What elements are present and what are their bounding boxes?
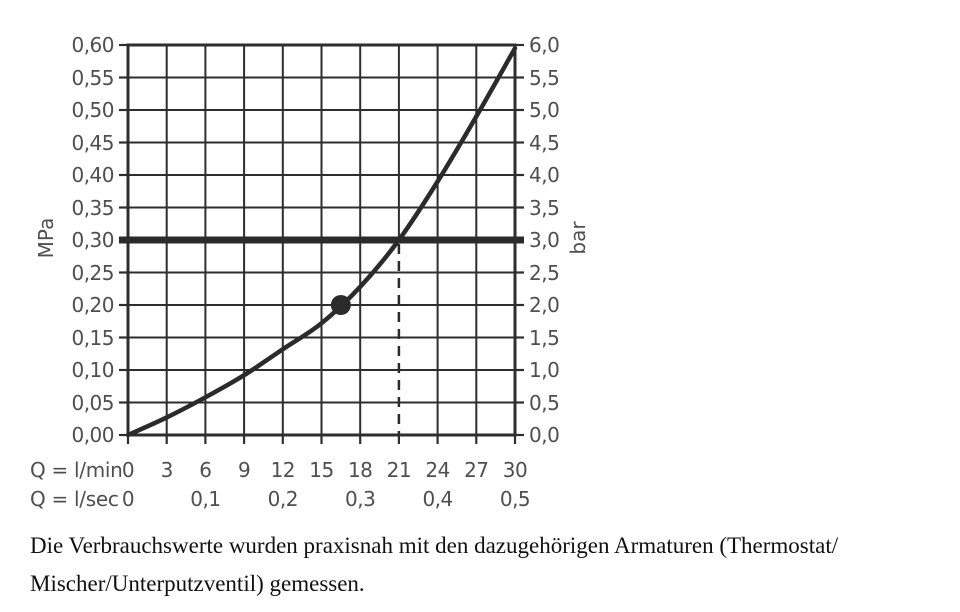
y-left-tick-label: 0,30	[71, 228, 114, 252]
y-right-tick-label: 1,0	[529, 358, 560, 382]
y-left-tick-label: 0,25	[71, 260, 114, 285]
y-right-tick-label: 3,5	[529, 195, 560, 220]
flow-pressure-curve	[125, 46, 518, 438]
x-lsec-tick-label: 0,2	[267, 487, 299, 511]
x-lsec-tick-label: 0	[121, 487, 135, 511]
y-right-tick-label: 2,5	[529, 260, 560, 285]
flow-rate-chart: 0,60 0,55 0,50 0,45 0,40 0,35 0,30 0,25 0,20 0,15…	[30, 33, 590, 511]
y-right-tick-label: 0,0	[529, 423, 560, 447]
x-axis-secondary-label: Q = l/sec	[30, 487, 119, 511]
x-lmin-tick-label: 21	[386, 458, 412, 482]
y-left-tick-label: 0,55	[71, 65, 114, 90]
y-right-tick-label: 3,0	[529, 228, 560, 252]
x-lmin-tick-label: 30	[502, 458, 528, 482]
y-right-tick-label: 4,0	[529, 163, 560, 187]
y-left-tick-label: 0,05	[71, 390, 114, 415]
x-lmin-tick-label: 0	[121, 458, 135, 482]
x-lmin-tick-label: 27	[464, 458, 489, 482]
y-right-tick-label: 4,5	[529, 130, 560, 155]
caption-line-2: Mischer/Unterputzventil) gemessen.	[30, 571, 365, 596]
chart-canvas	[119, 43, 524, 444]
y-right-tick-label: 2,0	[529, 293, 560, 317]
caption: Die Verbrauchswerte wurden praxisnah mit…	[30, 527, 945, 603]
x-lsec-tick-label: 0,4	[422, 487, 453, 511]
y-left-tick-label: 0,45	[71, 130, 114, 155]
y-right-tick-label: 5,5	[529, 65, 560, 90]
y-left-tick-label: 0,35	[71, 195, 114, 220]
x-lmin-tick-label: 3	[160, 458, 174, 482]
x-lsec-tick-label: 0,3	[345, 487, 376, 511]
y-left-tick-label: 0,10	[71, 358, 114, 382]
y-left-tick-label: 0,20	[71, 293, 114, 317]
y-right-tick-label: 6,0	[529, 33, 560, 57]
y-right-tick-label: 0,5	[529, 390, 560, 415]
x-lsec-tick-label: 0,1	[190, 487, 221, 511]
y-right-tick-label: 1,5	[529, 325, 560, 350]
y-left-tick-label: 0,40	[71, 163, 114, 187]
data-point-marker	[330, 295, 351, 315]
x-lmin-tick-label: 6	[199, 458, 212, 482]
x-lmin-tick-label: 24	[425, 458, 450, 482]
x-lsec-tick-label: 0,5	[499, 487, 531, 511]
y-axis-right-unit: bar	[566, 221, 590, 255]
caption-line-1: Die Verbrauchswerte wurden praxisnah mit…	[30, 533, 839, 558]
x-lmin-tick-label: 15	[309, 458, 334, 482]
y-left-tick-label: 0,50	[71, 98, 114, 122]
y-left-tick-label: 0,15	[71, 325, 114, 350]
y-left-tick-label: 0,00	[71, 423, 114, 447]
y-axis-left-unit: MPa	[34, 217, 58, 259]
x-lmin-tick-label: 9	[237, 458, 251, 482]
x-lmin-tick-label: 12	[270, 458, 296, 482]
x-lmin-tick-label: 18	[347, 458, 373, 482]
y-right-tick-label: 5,0	[529, 98, 560, 122]
x-axis-primary-label: Q = l/min	[30, 458, 123, 482]
y-left-tick-label: 0,60	[71, 33, 114, 57]
